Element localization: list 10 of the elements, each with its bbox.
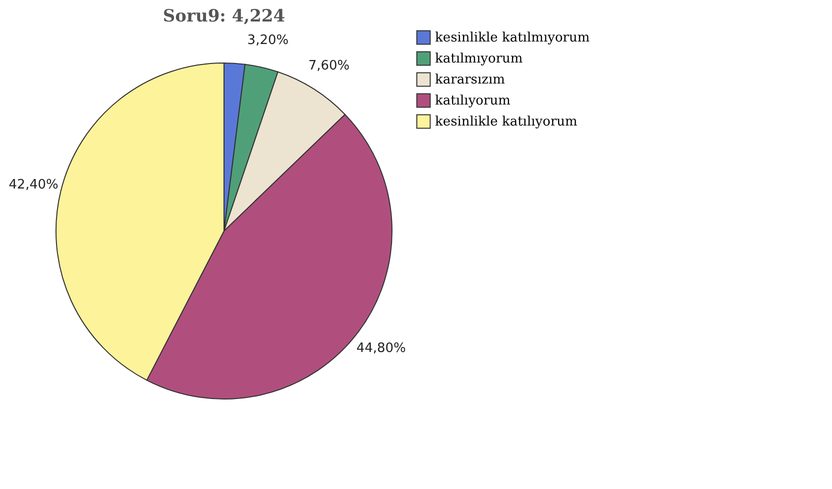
legend-label: kesinlikle katılmıyorum: [435, 30, 590, 46]
legend-label: kesinlikle katılıyorum: [435, 114, 578, 130]
data-label: 44,80%: [356, 341, 406, 356]
legend-label: katılmıyorum: [435, 52, 523, 66]
data-label: 42,40%: [8, 178, 58, 193]
legend-label: kararsızım: [435, 72, 505, 88]
data-label: 3,20%: [247, 32, 289, 48]
legend-label: katılıyorum: [435, 94, 510, 108]
chart-title: Soru9: 4,224: [162, 6, 286, 26]
data-label: 7,60%: [308, 58, 350, 74]
